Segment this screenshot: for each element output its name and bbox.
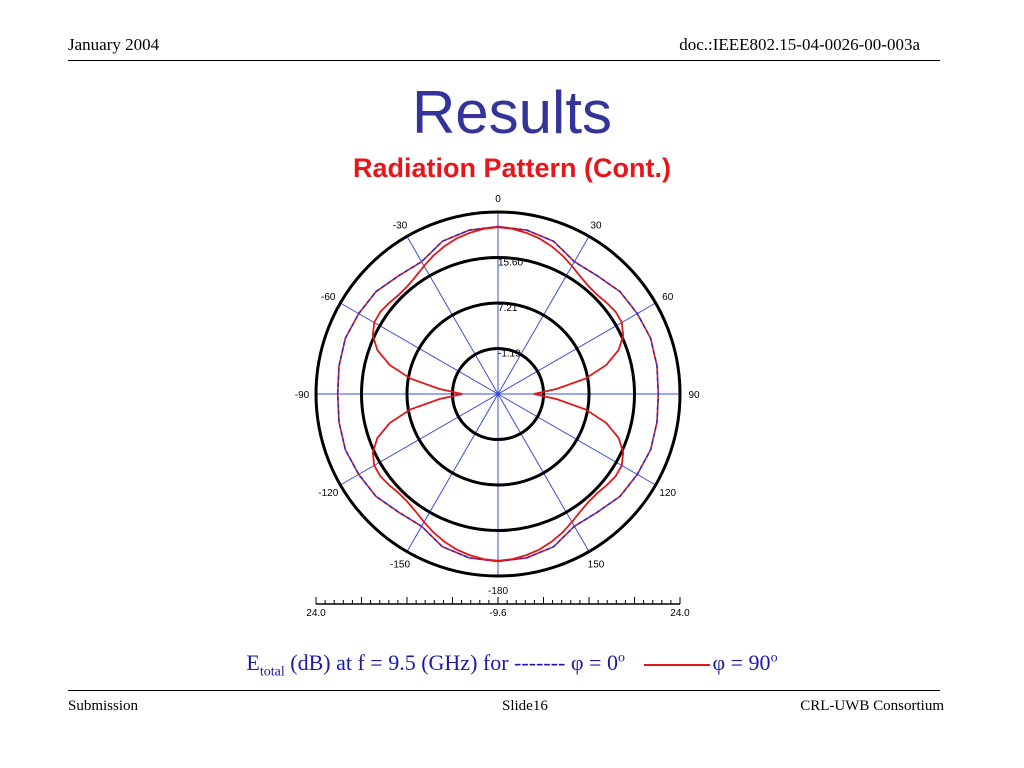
pattern-curves: [336, 225, 660, 563]
caption-dash-legend: -------: [514, 650, 566, 675]
angle-tick-label: -90: [295, 390, 310, 401]
angle-tick-label: -120: [318, 488, 338, 499]
angle-tick-label: 60: [662, 292, 674, 303]
scale-tick-label: 24.0: [306, 608, 326, 619]
slide-title: Results: [411, 79, 613, 146]
radiation-pattern-chart: 0 30 60 90 120 150 -180 -150 -120 -90 -60 -30 15.60 7…: [295, 194, 700, 619]
scale-tick-label: 24.0: [670, 608, 690, 619]
footer-consortium: CRL-UWB Consortium: [800, 698, 944, 714]
scale-tick-label: -9.6: [489, 608, 507, 619]
polar-ring: [450, 346, 546, 442]
caption-text: (dB) at f = 9.5 (GHz) for: [284, 650, 515, 675]
angle-tick-label: 0: [495, 194, 501, 205]
figure-caption: Etotal (dB) at f = 9.5 (GHz) for -------…: [0, 650, 1024, 680]
header-divider: [68, 60, 940, 61]
ring-value-label: 15.60: [498, 258, 523, 269]
footer-slide-number: Slide16: [502, 698, 548, 714]
caption-phi90-label: φ = 90: [712, 650, 771, 675]
footer-divider: [68, 690, 940, 691]
slide-subtitle: Radiation Pattern (Cont.): [353, 153, 671, 183]
polar-outer-ring: [314, 210, 682, 578]
legend-solid-line: [644, 663, 711, 666]
radial-scale-bar: 24.0 -9.6 24.0: [306, 597, 690, 619]
chart-labels: 0 30 60 90 120 150 -180 -150 -120 -90 -60 -30 15.60 7…: [295, 194, 700, 597]
angle-tick-label: -60: [321, 292, 336, 303]
polar-ring: [360, 256, 636, 532]
caption-e-symbol: E: [246, 650, 260, 675]
footer-submission: Submission: [68, 698, 139, 714]
series-phi0-dash-overlay: [336, 225, 660, 563]
angle-tick-label: 30: [590, 220, 602, 231]
caption-phi0-degree: o: [617, 650, 625, 666]
header-date: January 2004: [68, 35, 160, 54]
caption-phi0-label: φ = 0: [565, 650, 618, 675]
caption-subscript: total: [259, 664, 285, 680]
angle-tick-label: -30: [393, 220, 408, 231]
angle-tick-label: 90: [688, 390, 700, 401]
series-phi90-curve: [371, 226, 625, 562]
polar-grid: [314, 210, 682, 578]
ring-value-label: -1.19: [498, 348, 521, 359]
polar-ring: [405, 301, 591, 487]
angle-tick-label: -150: [390, 560, 410, 571]
angle-tick-label: 120: [659, 488, 676, 499]
angle-tick-label: -180: [488, 586, 508, 597]
angle-tick-label: 150: [588, 560, 605, 571]
polar-spoke: [406, 236, 590, 552]
ring-value-label: 7.21: [498, 303, 518, 314]
caption-phi90-degree: o: [770, 650, 778, 666]
header-document-id: doc.:IEEE802.15-04-0026-00-003a: [679, 35, 920, 54]
